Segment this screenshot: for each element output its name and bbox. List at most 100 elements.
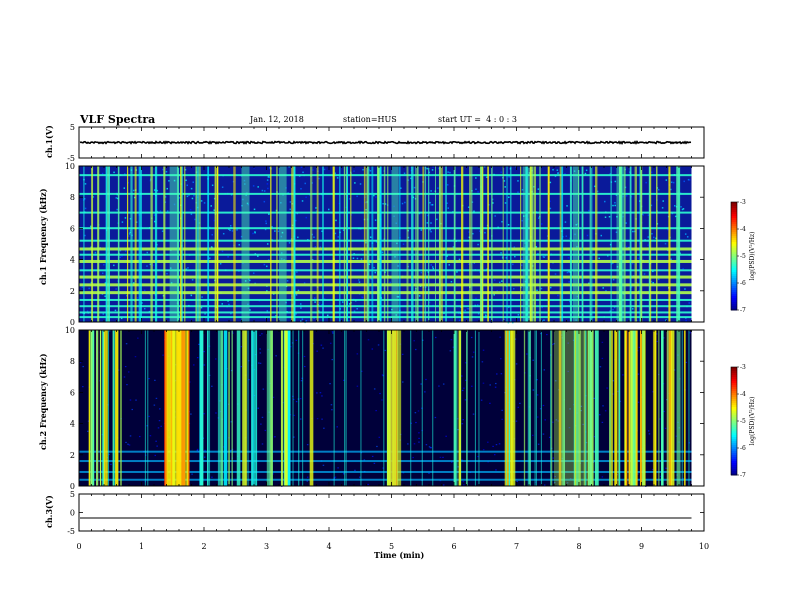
spectral-speckle xyxy=(566,205,568,207)
spectral-speckle xyxy=(352,257,355,259)
colorbar-cell xyxy=(731,373,737,376)
impulse-line xyxy=(140,166,142,322)
spectral-speckle xyxy=(290,346,292,348)
spectral-speckle xyxy=(374,271,377,274)
spectral-speckle xyxy=(458,258,461,261)
impulse-line xyxy=(578,166,580,322)
spectral-speckle xyxy=(447,171,449,173)
spectral-speckle xyxy=(334,172,337,174)
spectral-speckle xyxy=(489,402,491,404)
spectral-speckle xyxy=(293,436,295,438)
spectral-speckle xyxy=(322,347,324,349)
spectral-speckle xyxy=(568,427,571,429)
spectral-speckle xyxy=(501,255,504,258)
impulse-line xyxy=(534,166,536,322)
colorbar-cell xyxy=(731,367,737,370)
spectral-speckle xyxy=(647,430,650,432)
burst-column xyxy=(528,330,531,486)
burst-column xyxy=(635,330,637,486)
spectral-speckle xyxy=(156,210,159,213)
colorbar-cell xyxy=(731,387,737,390)
colorbar-cell xyxy=(731,228,737,231)
colorbar-cell xyxy=(731,214,737,217)
spectral-speckle xyxy=(630,286,633,288)
spectral-speckle xyxy=(554,475,556,478)
impulse-line xyxy=(481,166,484,322)
spectral-speckle xyxy=(464,309,466,312)
spectral-speckle xyxy=(266,179,269,181)
spectral-speckle xyxy=(265,222,268,225)
spectral-speckle xyxy=(81,286,84,288)
spectral-speckle xyxy=(146,251,149,254)
spectral-speckle xyxy=(471,385,473,387)
colorbar-cell xyxy=(731,455,737,458)
spectral-speckle xyxy=(404,201,406,204)
spectral-speckle xyxy=(166,210,169,212)
spectral-speckle xyxy=(516,480,518,483)
impulse-line xyxy=(346,166,348,322)
spectral-speckle xyxy=(166,272,168,275)
spectral-speckle xyxy=(94,251,97,254)
frequency-band xyxy=(79,460,692,463)
burst-column xyxy=(550,330,553,486)
impulse-line xyxy=(610,166,612,322)
spectral-speckle xyxy=(292,398,295,401)
spectral-speckle xyxy=(294,219,297,222)
colorbar-cell xyxy=(731,294,737,297)
burst-column xyxy=(652,330,656,486)
spectral-speckle xyxy=(211,476,213,478)
spectral-speckle xyxy=(462,419,464,421)
spectral-speckle xyxy=(494,386,497,388)
spectral-speckle xyxy=(300,320,302,322)
colorbar-cell xyxy=(731,437,737,440)
burst-column xyxy=(573,330,577,486)
burst-column xyxy=(280,330,283,486)
impulse-line xyxy=(339,166,341,322)
impulse-line xyxy=(138,166,140,322)
impulse-line xyxy=(648,166,650,322)
spectral-speckle xyxy=(321,395,323,397)
impulse-line xyxy=(233,166,236,322)
panel-frame xyxy=(78,493,705,532)
x-tick-label: 10 xyxy=(699,542,709,551)
impulse-line xyxy=(415,166,417,322)
spectral-speckle xyxy=(146,265,148,267)
spectral-speckle xyxy=(300,303,302,305)
colorbar-cell xyxy=(731,212,737,215)
spectral-speckle xyxy=(117,197,119,200)
spectral-speckle xyxy=(609,173,612,175)
spectral-speckle xyxy=(534,481,537,483)
spectral-speckle xyxy=(483,166,486,168)
spectral-speckle xyxy=(83,198,86,200)
burst-column xyxy=(88,330,91,486)
spectral-speckle xyxy=(288,242,291,244)
spectral-speckle xyxy=(428,472,430,474)
impulse-line xyxy=(491,166,493,322)
spectral-speckle xyxy=(361,296,364,299)
spectral-speckle xyxy=(517,191,519,193)
spectral-speckle xyxy=(622,215,624,218)
spectral-speckle xyxy=(517,314,520,316)
spectral-speckle xyxy=(485,314,487,317)
spectral-speckle xyxy=(173,179,176,182)
burst-column xyxy=(661,330,664,486)
colorbar-cell xyxy=(731,395,737,398)
spectral-speckle xyxy=(430,190,432,192)
y-tick-label: 4 xyxy=(70,420,75,429)
spectral-speckle xyxy=(108,330,111,332)
impulse-line xyxy=(332,166,334,322)
spectral-speckle xyxy=(169,267,172,269)
spectral-speckle xyxy=(189,381,191,383)
spectral-speckle xyxy=(418,432,420,434)
x-tick-label: 2 xyxy=(201,542,206,551)
impulse-line xyxy=(345,166,348,322)
spectral-speckle xyxy=(384,203,387,205)
spectral-speckle xyxy=(160,425,162,427)
strong-burst-region xyxy=(387,330,397,486)
spectral-speckle xyxy=(552,169,554,171)
spectral-speckle xyxy=(365,209,367,211)
spectral-speckle xyxy=(306,444,309,446)
burst-column xyxy=(676,330,681,486)
spectral-speckle xyxy=(612,262,614,264)
spectral-speckle xyxy=(413,340,415,342)
